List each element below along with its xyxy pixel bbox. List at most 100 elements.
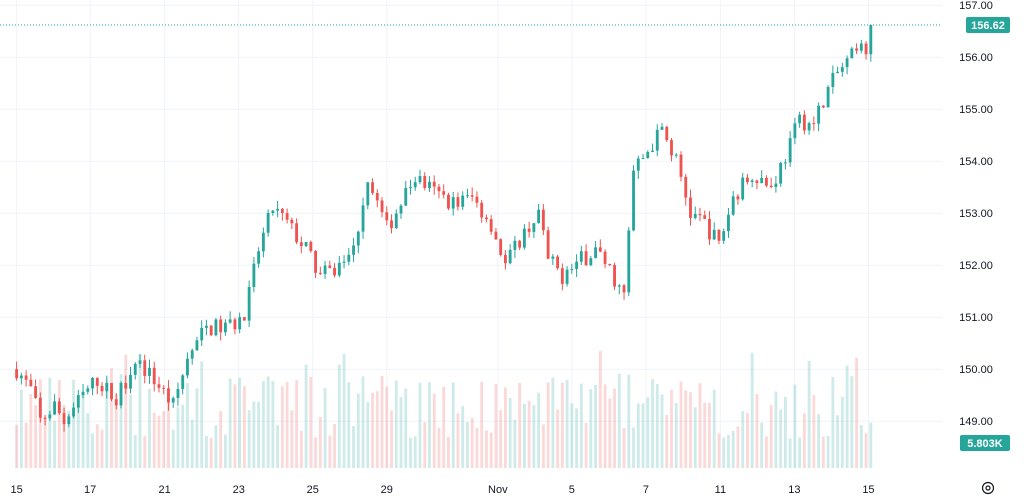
candle-body <box>475 196 479 203</box>
volume-bar <box>323 388 327 468</box>
volume-bar <box>309 377 313 468</box>
candle-body <box>869 24 873 55</box>
candle-body <box>855 48 859 51</box>
volume-bar <box>428 382 431 468</box>
volume-bar <box>413 436 417 468</box>
time-tick-label: 15 <box>862 484 874 496</box>
candle-body <box>722 231 726 241</box>
volume-bar <box>167 397 170 468</box>
volume-bar <box>257 401 261 468</box>
volume-bar <box>589 389 593 468</box>
candle-body <box>34 386 38 398</box>
volume-bar <box>342 353 346 468</box>
candle-body <box>570 269 574 271</box>
volume-bar <box>62 405 66 468</box>
candle-body <box>798 114 802 124</box>
candle-body <box>674 154 678 156</box>
volume-bar <box>129 394 132 468</box>
candle-body <box>205 325 208 328</box>
volume-bar <box>655 383 659 468</box>
candle-body <box>105 383 109 392</box>
price-tick-label: 151.00 <box>959 312 993 324</box>
volume-bar <box>532 405 536 468</box>
volume-bar <box>674 403 678 468</box>
candle-body <box>413 182 417 188</box>
volume-bar <box>466 421 469 468</box>
candle-body <box>584 251 588 266</box>
time-tick-label: 13 <box>788 484 800 496</box>
volume-bar <box>76 404 80 468</box>
volume-bar <box>356 393 360 468</box>
candle-body <box>143 360 147 376</box>
candle-body <box>755 180 759 184</box>
volume-bar <box>788 438 792 468</box>
volume-bar <box>295 380 299 468</box>
volume-bar <box>456 413 460 468</box>
volume-bar <box>366 402 370 468</box>
volume-bar <box>290 410 294 468</box>
candle-body <box>91 377 94 389</box>
candle-body <box>717 229 721 241</box>
candle-body <box>807 123 811 131</box>
settings-gear-icon[interactable] <box>981 481 995 495</box>
volume-bar <box>371 392 374 468</box>
price-tick-label: 154.00 <box>959 156 993 168</box>
candle-body <box>81 391 85 396</box>
candle-body <box>138 360 142 364</box>
candle-body <box>119 383 123 406</box>
volume-bar <box>333 424 336 468</box>
volume-bar <box>86 413 90 468</box>
candle-body <box>24 375 28 380</box>
volume-bar <box>252 401 256 468</box>
candle-body <box>280 208 284 213</box>
volume-bar <box>81 392 85 468</box>
volume-bar <box>651 379 654 468</box>
volume-bar <box>783 396 787 468</box>
volume-bar <box>67 410 71 468</box>
volume-bar <box>722 437 726 468</box>
candle-body <box>76 395 80 408</box>
volume-bar <box>100 429 104 468</box>
volume-bar <box>774 391 778 468</box>
time-tick-label: 5 <box>569 484 575 496</box>
volume-bar <box>693 407 697 468</box>
candle-body <box>518 240 522 248</box>
candle-body <box>575 261 579 270</box>
volume-layer <box>15 350 873 468</box>
candle-body <box>252 263 256 287</box>
volume-bar <box>19 389 23 468</box>
candle-body <box>404 188 408 206</box>
candle-body <box>684 176 688 198</box>
volume-bar <box>24 422 28 468</box>
candle-body <box>261 232 265 252</box>
candle-body <box>551 256 555 259</box>
volume-bar <box>181 404 185 468</box>
volume-bar <box>43 416 47 468</box>
volume-bar <box>475 428 479 468</box>
volume-bar <box>280 386 284 468</box>
time-tick-label: 23 <box>233 484 245 496</box>
volume-bar <box>34 405 38 468</box>
candle-body <box>38 397 42 418</box>
candle-body <box>219 319 223 333</box>
time-tick-label: 21 <box>159 484 171 496</box>
volume-bar <box>484 430 488 468</box>
volume-bar <box>105 379 109 468</box>
candle-body <box>195 340 199 351</box>
candle-body <box>209 325 213 336</box>
candle-body <box>461 195 465 207</box>
candle-body <box>826 86 830 108</box>
candle-body <box>466 195 469 197</box>
candle-body <box>15 369 19 379</box>
volume-bar <box>584 422 588 468</box>
candle-body <box>484 217 488 220</box>
volume-bar <box>53 420 56 468</box>
volume-bar <box>736 426 740 468</box>
volume-bar <box>632 427 635 468</box>
volume-bar <box>518 382 522 468</box>
candle-body <box>679 154 683 177</box>
candle-body <box>366 182 370 206</box>
candle-body <box>228 319 232 323</box>
candle-body <box>760 177 764 184</box>
